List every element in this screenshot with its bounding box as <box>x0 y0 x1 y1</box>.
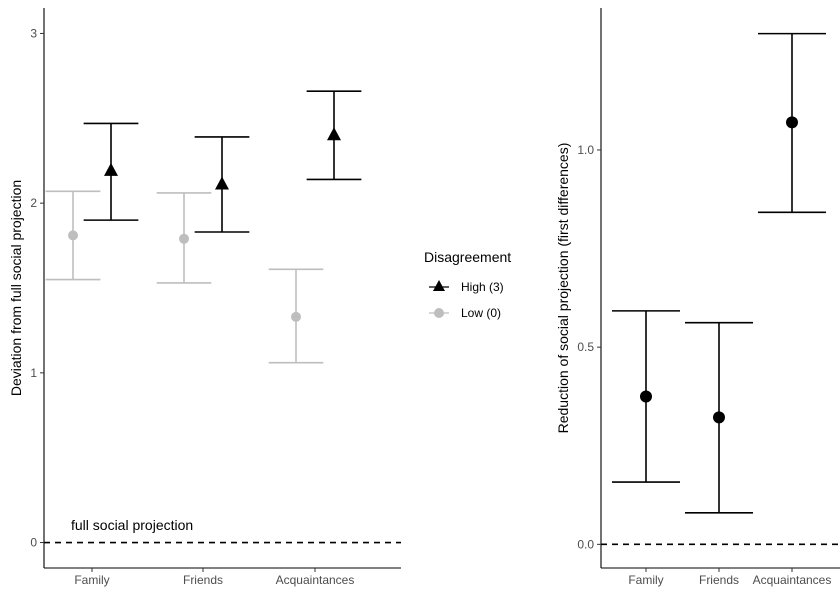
left-point-triangle <box>327 127 341 141</box>
left-x-ticks: Family Friends Acquaintances <box>74 568 354 587</box>
right-x-tick-label: Acquaintances <box>753 573 832 587</box>
right-x-tick-label: Family <box>628 573 663 587</box>
right-x-ticks: Family Friends Acquaintances <box>628 568 831 587</box>
left-x-tick-label: Acquaintances <box>276 573 355 587</box>
reference-line-label: full social projection <box>71 517 193 533</box>
left-y-axis-title: Deviation from full social projection <box>8 180 24 396</box>
left-y-tick-label: 2 <box>30 196 37 210</box>
left-marks <box>44 90 401 544</box>
left-y-tick-label: 0 <box>30 536 37 550</box>
legend-title: Disagreement <box>424 249 511 265</box>
left-y-ticks: 0 1 2 3 <box>30 26 44 550</box>
left-y-tick-label: 3 <box>30 26 37 40</box>
right-point-circle <box>640 390 652 403</box>
legend-key-low-circle <box>434 308 444 318</box>
right-panel: Reduction of social projection (first di… <box>555 8 840 587</box>
right-y-ticks: 0.0 0.5 1.0 <box>577 143 601 551</box>
right-point-circle <box>713 411 725 424</box>
left-y-tick-label: 1 <box>30 366 37 380</box>
right-marks <box>601 32 840 546</box>
right-y-tick-label: 0.5 <box>577 340 594 354</box>
legend: Disagreement High (3) Low (0) <box>424 249 511 320</box>
left-point-circle <box>291 311 301 322</box>
left-x-tick-label: Friends <box>183 573 223 587</box>
right-point-circle <box>786 116 798 129</box>
left-point-triangle <box>104 162 118 176</box>
left-x-tick-label: Family <box>74 573 109 587</box>
left-point-circle <box>68 230 78 241</box>
legend-key-high-triangle <box>433 280 445 291</box>
right-y-axis-title: Reduction of social projection (first di… <box>555 143 571 434</box>
left-point-circle <box>179 233 189 244</box>
legend-label-high: High (3) <box>461 280 504 294</box>
left-panel: Deviation from full social projection fu… <box>8 8 401 587</box>
right-x-tick-label: Friends <box>699 573 739 587</box>
right-y-tick-label: 1.0 <box>577 143 594 157</box>
legend-label-low: Low (0) <box>461 306 501 320</box>
right-y-tick-label: 0.0 <box>577 537 594 551</box>
left-point-triangle <box>215 176 229 190</box>
